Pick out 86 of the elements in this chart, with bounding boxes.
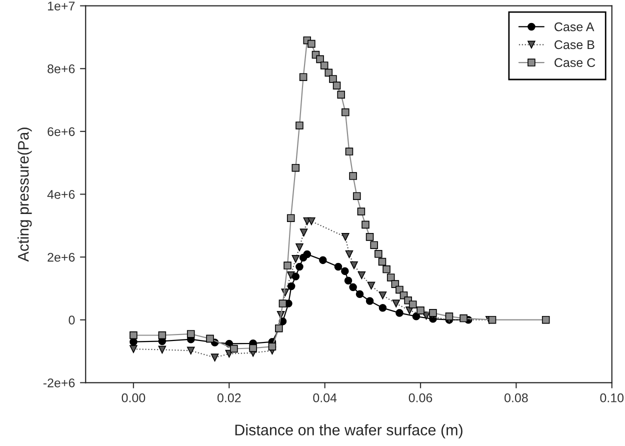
point bbox=[382, 265, 390, 274]
point bbox=[345, 250, 354, 258]
legend-label: Case C bbox=[554, 58, 596, 68]
point bbox=[287, 282, 296, 290]
point bbox=[186, 330, 195, 338]
point bbox=[408, 300, 417, 308]
point bbox=[316, 55, 324, 64]
point bbox=[230, 344, 238, 353]
point bbox=[542, 316, 550, 324]
point bbox=[284, 262, 292, 270]
point bbox=[292, 255, 300, 263]
point bbox=[342, 108, 350, 116]
point bbox=[158, 346, 166, 354]
point bbox=[292, 272, 300, 280]
point bbox=[249, 344, 257, 352]
point bbox=[320, 62, 328, 70]
point bbox=[300, 228, 308, 236]
point bbox=[344, 276, 352, 284]
point bbox=[130, 345, 138, 353]
point bbox=[341, 267, 349, 276]
point bbox=[337, 90, 345, 99]
point bbox=[319, 256, 327, 264]
point bbox=[350, 261, 358, 270]
point bbox=[367, 282, 376, 290]
point bbox=[357, 208, 366, 216]
x-tick-label: 0.06 bbox=[408, 393, 432, 402]
point bbox=[275, 324, 283, 332]
point bbox=[366, 297, 374, 305]
point bbox=[329, 75, 337, 83]
point bbox=[299, 73, 308, 81]
y-tick-label: -2e+6 bbox=[43, 378, 75, 388]
point bbox=[392, 300, 400, 308]
point bbox=[370, 241, 378, 250]
point bbox=[296, 122, 304, 130]
point bbox=[342, 233, 350, 241]
point bbox=[416, 306, 424, 314]
point bbox=[278, 300, 287, 308]
point bbox=[332, 82, 341, 90]
point bbox=[303, 250, 312, 258]
point bbox=[356, 290, 364, 298]
point bbox=[210, 354, 219, 362]
point bbox=[378, 291, 387, 300]
point bbox=[445, 312, 454, 320]
y-tick-label: 0 bbox=[68, 316, 75, 325]
point bbox=[206, 334, 214, 343]
x-axis-title: Distance on the wafer surface (m) bbox=[235, 424, 462, 438]
y-axis-title: Acting pressure(Pa) bbox=[18, 128, 32, 262]
point bbox=[488, 316, 496, 324]
point bbox=[378, 304, 387, 312]
point bbox=[158, 331, 166, 340]
legend-label: Case A bbox=[554, 22, 594, 32]
point bbox=[334, 262, 342, 271]
point bbox=[292, 164, 300, 172]
point bbox=[286, 214, 295, 222]
point bbox=[366, 233, 374, 241]
point bbox=[378, 258, 386, 266]
y-tick-label: 1e+7 bbox=[48, 2, 75, 10]
x-tick-label: 0.00 bbox=[122, 393, 146, 402]
point bbox=[296, 262, 304, 271]
point bbox=[396, 309, 404, 317]
point bbox=[286, 271, 295, 280]
point bbox=[308, 217, 316, 226]
point bbox=[130, 331, 138, 340]
point bbox=[308, 40, 316, 48]
x-tick-label: 0.02 bbox=[217, 393, 241, 402]
point bbox=[296, 243, 304, 252]
point bbox=[429, 309, 437, 317]
point bbox=[374, 250, 382, 258]
point bbox=[362, 220, 370, 229]
point bbox=[386, 274, 395, 282]
y-tick-label: 2e+6 bbox=[48, 252, 75, 262]
point bbox=[349, 172, 357, 180]
x-tick-label: 0.10 bbox=[600, 393, 624, 402]
point bbox=[349, 283, 357, 292]
legend-label: Case B bbox=[554, 40, 594, 50]
x-tick-label: 0.04 bbox=[313, 393, 337, 402]
y-tick-label: 8e+6 bbox=[48, 64, 75, 74]
point bbox=[460, 314, 468, 322]
point bbox=[352, 192, 361, 200]
y-tick-label: 6e+6 bbox=[48, 127, 75, 136]
point bbox=[358, 271, 366, 280]
point bbox=[345, 148, 354, 156]
x-tick-label: 0.08 bbox=[504, 393, 528, 402]
point bbox=[268, 342, 276, 350]
point bbox=[186, 346, 195, 355]
y-tick-label: 4e+6 bbox=[47, 190, 75, 199]
